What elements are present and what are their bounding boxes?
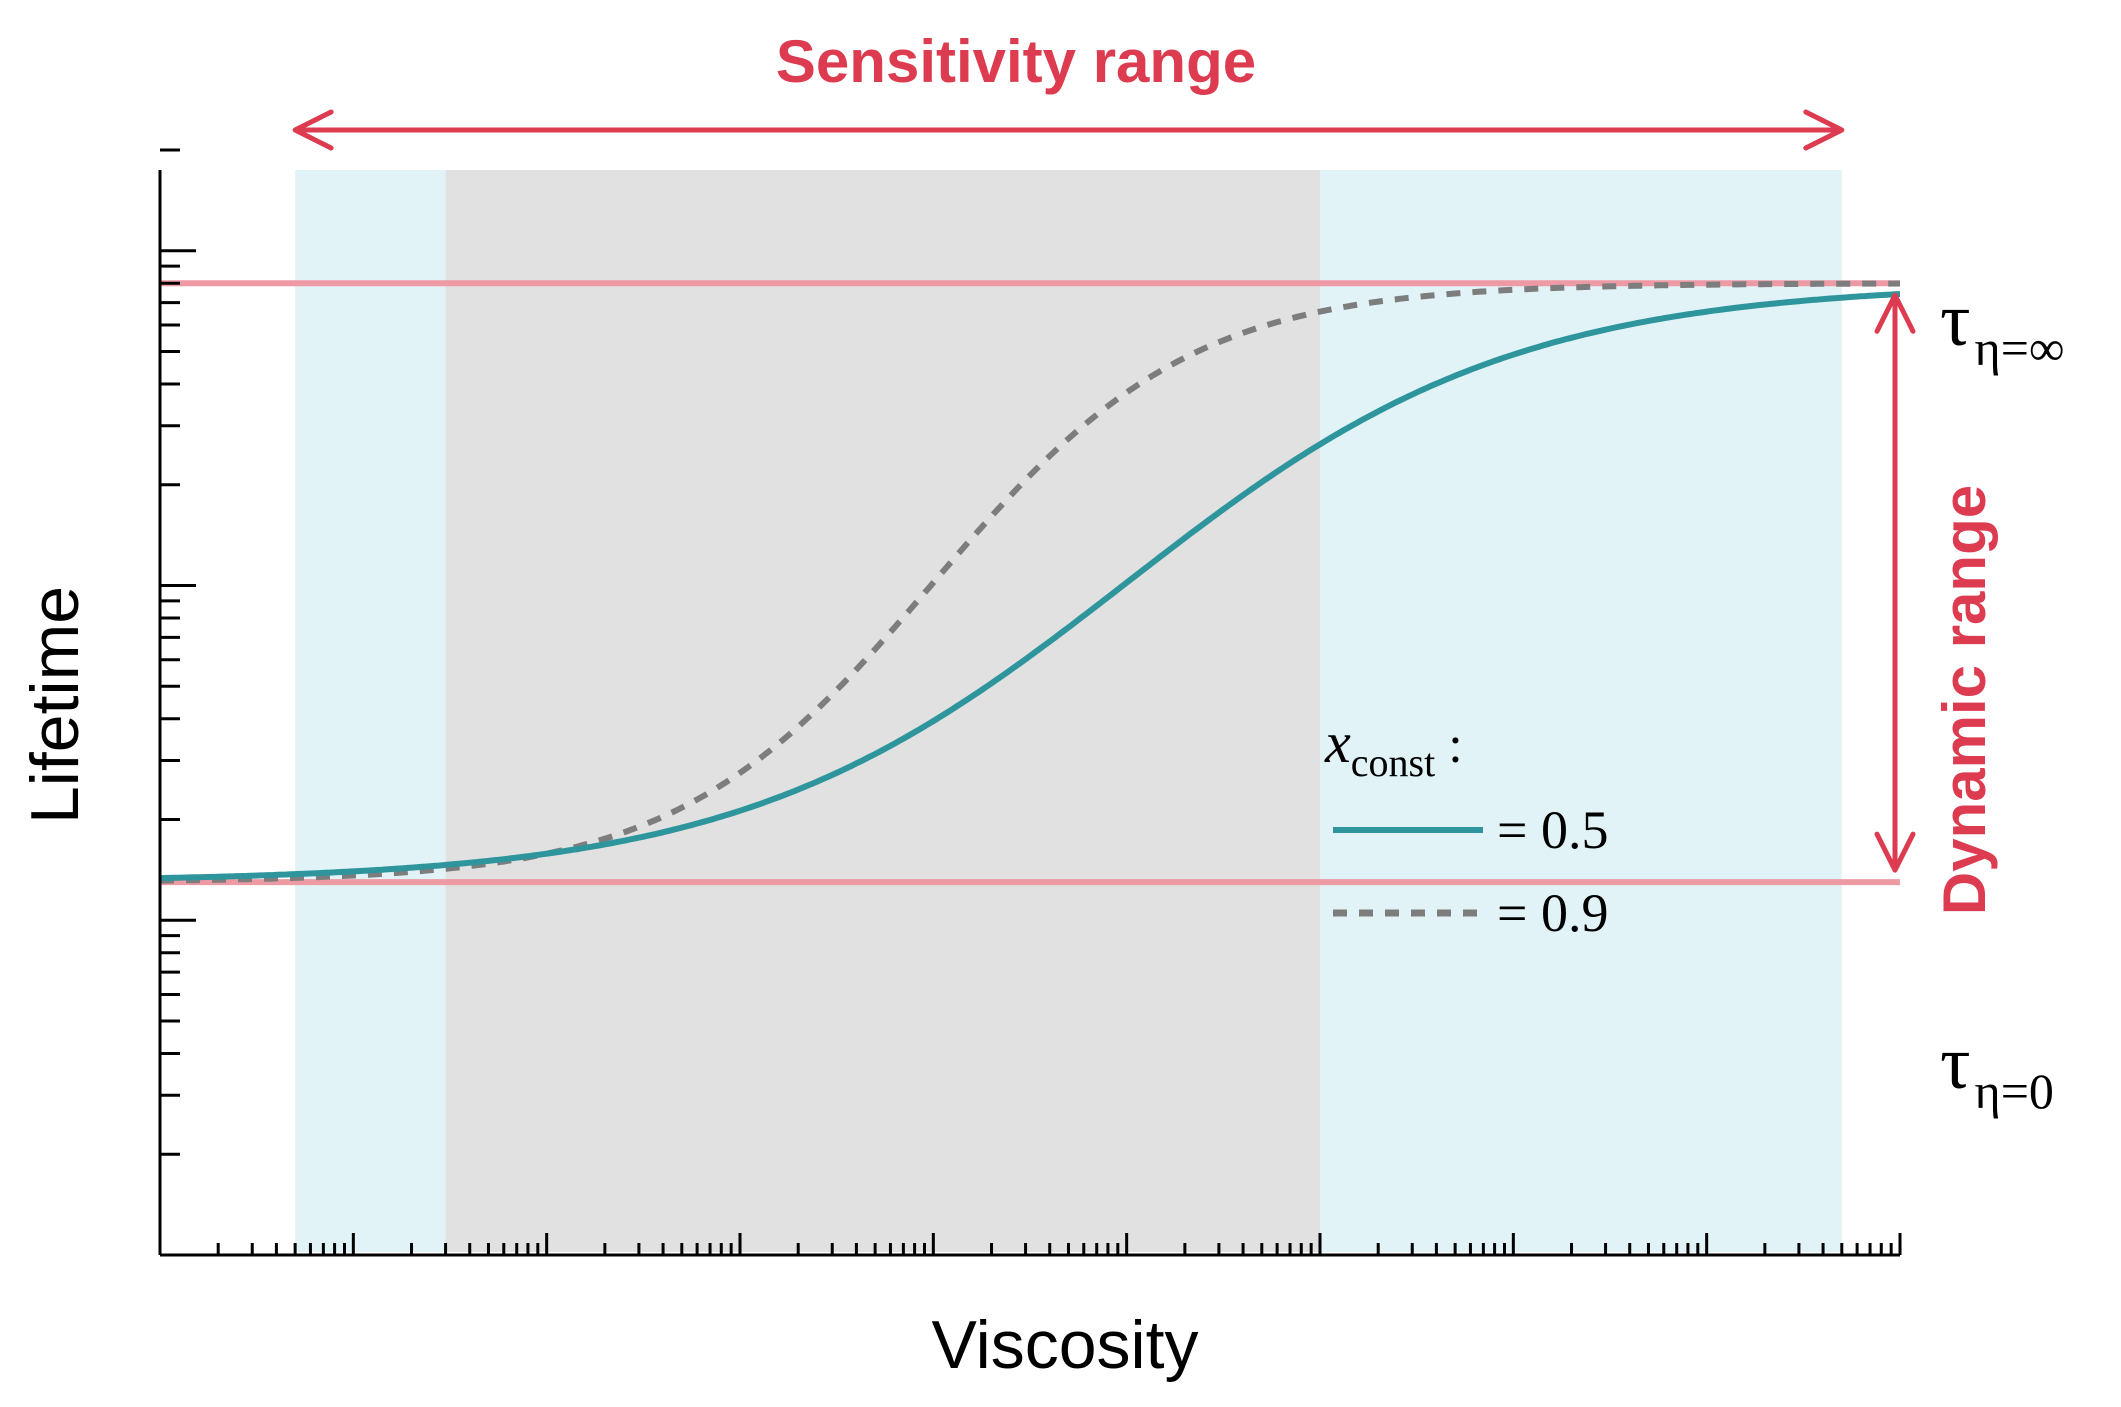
tau-eta-infinity-symbol: τ [1940,278,1971,362]
legend-label-x-const-0-9: = 0.9 [1497,883,1608,943]
sensitivity-range-arrowhead-right [1803,109,1845,151]
dynamic-range-annotation: Dynamic range [1874,292,1998,915]
y-axis-ticks [160,148,196,1257]
sensitivity-region-inner [445,170,1320,1252]
x-axis-label: Viscosity [931,1307,1198,1383]
sensitivity-range-annotation: Sensitivity range [292,28,1845,151]
legend-title-suffix: : [1435,717,1462,774]
tau-eta-infinity-label: τη=∞ [1940,278,2065,376]
series-x-const-0-5-curve [160,291,1900,882]
sensitivity-range-label: Sensitivity range [776,28,1256,95]
tau-eta-zero-symbol: τ [1940,1021,1971,1105]
legend-label-x-const-0-5: = 0.5 [1497,800,1608,860]
legend-title-var: x [1324,710,1351,775]
axes [158,148,1902,1257]
sensitivity-range-arrowhead-left [292,109,334,151]
y-axis-label: Lifetime [17,586,93,824]
legend: xconst : = 0.5 = 0.9 [1324,710,1608,943]
dynamic-range-arrowhead-bottom [1874,831,1916,873]
legend-title: xconst : [1324,710,1463,785]
tau-eta-zero-subscript: η=0 [1975,1063,2054,1119]
regions-layer [295,170,1842,1252]
legend-title-sub: const [1351,740,1435,785]
dynamic-range-arrowhead-top [1874,292,1916,334]
tau-eta-infinity-subscript: η=∞ [1975,320,2065,376]
dynamic-range-label: Dynamic range [1931,485,1998,915]
tau-eta-zero-label: τη=0 [1940,1021,2054,1119]
x-axis-ticks [158,1233,1902,1255]
series-x-const-0-9-curve [160,280,1900,884]
